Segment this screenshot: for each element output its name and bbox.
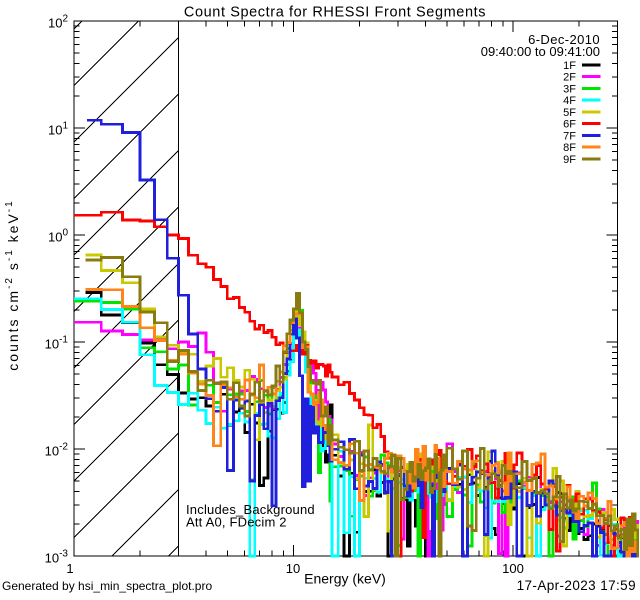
svg-text:Att A0, FDecim 2: Att A0, FDecim 2 xyxy=(186,515,287,530)
svg-text:3F: 3F xyxy=(563,83,576,95)
svg-text:17-Apr-2023 17:59: 17-Apr-2023 17:59 xyxy=(517,578,636,593)
svg-text:7F: 7F xyxy=(563,130,576,142)
svg-text:1: 1 xyxy=(66,561,73,576)
svg-text:6-Dec-2010: 6-Dec-2010 xyxy=(528,32,600,47)
svg-text:9F: 9F xyxy=(563,154,576,166)
svg-text:6F: 6F xyxy=(563,119,576,131)
svg-text:Energy (keV): Energy (keV) xyxy=(304,571,386,587)
svg-text:100: 100 xyxy=(502,561,524,576)
svg-text:1F: 1F xyxy=(563,60,576,72)
svg-text:4F: 4F xyxy=(563,95,576,107)
svg-text:Includes_Background: Includes_Background xyxy=(186,502,315,517)
svg-text:2F: 2F xyxy=(563,72,576,84)
svg-text:8F: 8F xyxy=(563,142,576,154)
svg-text:Generated by hsi_min_spectra_p: Generated by hsi_min_spectra_plot.pro xyxy=(2,579,212,593)
svg-text:10: 10 xyxy=(286,561,300,576)
svg-text:Count Spectra for RHESSI Front: Count Spectra for RHESSI Front Segments xyxy=(184,5,486,21)
svg-text:09:40:00 to 09:41:00: 09:40:00 to 09:41:00 xyxy=(481,44,600,59)
svg-text:5F: 5F xyxy=(563,107,576,119)
svg-text:counts cm-2 s-1 keV-1: counts cm-2 s-1 keV-1 xyxy=(4,199,21,370)
